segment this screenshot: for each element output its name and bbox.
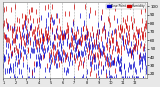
Legend: Dew Point, Humidity: Dew Point, Humidity <box>106 4 146 9</box>
